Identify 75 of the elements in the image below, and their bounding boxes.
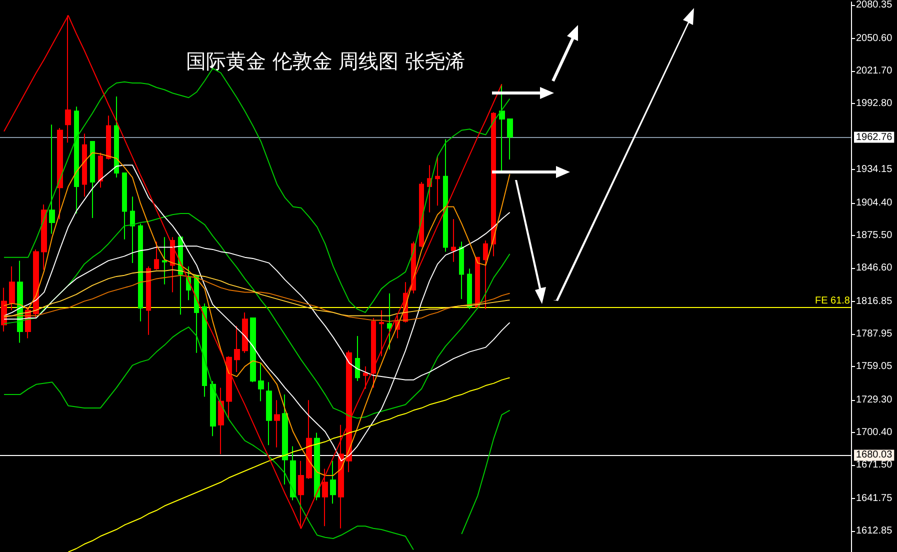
candlestick xyxy=(218,387,224,455)
y-tick-label: 2021.70 xyxy=(856,65,893,76)
y-tick-label: 2080.35 xyxy=(856,0,893,10)
candlestick xyxy=(170,236,175,293)
candlestick xyxy=(371,318,376,388)
candlestick xyxy=(306,400,312,480)
ref-line-label: 1680.03 xyxy=(856,450,893,461)
y-tick-label: 1641.75 xyxy=(856,492,893,504)
candlestick xyxy=(290,446,296,501)
candlestick xyxy=(507,118,513,160)
candlestick xyxy=(451,218,456,262)
candlestick xyxy=(234,325,240,373)
candlestick xyxy=(114,96,119,178)
y-tick-label: 1846.60 xyxy=(856,262,893,274)
candlestick xyxy=(90,140,95,218)
line-series xyxy=(4,269,510,318)
candlestick xyxy=(459,241,464,300)
text: 国际黄金 伦敦金 周线图 张尧浠 xyxy=(186,49,466,73)
candlestick xyxy=(475,256,480,310)
candlestick xyxy=(98,152,103,188)
candlestick xyxy=(363,366,368,390)
candlestick xyxy=(138,223,143,322)
y-tick-label: 1759.05 xyxy=(856,360,893,372)
ref-line-label: 1962.76 xyxy=(856,132,893,143)
candlestick xyxy=(33,248,39,319)
candlestick xyxy=(387,292,392,350)
candlestick xyxy=(122,172,127,240)
candlestick xyxy=(491,112,496,257)
line-series xyxy=(68,377,510,552)
candlestick xyxy=(258,362,264,402)
candlestick xyxy=(250,318,256,383)
candlestick xyxy=(57,127,63,220)
candlestick xyxy=(274,400,280,448)
candlestick xyxy=(49,124,55,234)
candlestick xyxy=(41,204,47,270)
candlestick xyxy=(74,106,79,214)
candlestick xyxy=(154,241,159,270)
y-tick-label: 1816.85 xyxy=(856,296,893,307)
candlestick xyxy=(330,460,336,504)
candlestick xyxy=(314,432,320,501)
candlestick xyxy=(162,236,167,285)
y-tick-label: 1875.50 xyxy=(856,230,893,241)
candlestick xyxy=(443,138,448,252)
candlestick xyxy=(379,310,384,357)
candlestick xyxy=(106,115,111,160)
candlestick xyxy=(483,240,488,310)
line-series xyxy=(4,212,510,419)
candlestick xyxy=(419,181,424,248)
y-tick-label: 1787.95 xyxy=(856,328,893,340)
candlestick xyxy=(282,394,288,486)
candlestick xyxy=(202,302,207,398)
y-tick-label: 1612.85 xyxy=(856,525,893,536)
y-tick-label: 1700.40 xyxy=(856,426,893,438)
candlestick xyxy=(82,133,87,198)
candlestick xyxy=(210,380,216,437)
ref-line-label: FE 61.8 xyxy=(814,295,850,306)
candlestick xyxy=(499,84,505,172)
candlestick xyxy=(346,350,352,473)
candlestick xyxy=(226,356,232,420)
y-tick-label: 1729.30 xyxy=(856,394,893,406)
line-series xyxy=(4,15,502,529)
candlestick xyxy=(266,382,272,446)
candlestick xyxy=(130,196,135,264)
y-tick-label: 1671.50 xyxy=(856,459,893,470)
candlestick xyxy=(435,156,440,206)
candlestick xyxy=(242,312,248,354)
candlestick xyxy=(9,266,15,311)
candlestick xyxy=(355,336,360,382)
y-tick-label: 1934.15 xyxy=(856,164,893,175)
y-tick-label: 1904.40 xyxy=(856,197,893,208)
candlestick xyxy=(467,268,472,310)
candlestick xyxy=(146,266,151,336)
y-tick-label: 1992.80 xyxy=(856,98,893,109)
y-tick-label: 2050.60 xyxy=(856,32,893,44)
line-series xyxy=(4,274,510,322)
